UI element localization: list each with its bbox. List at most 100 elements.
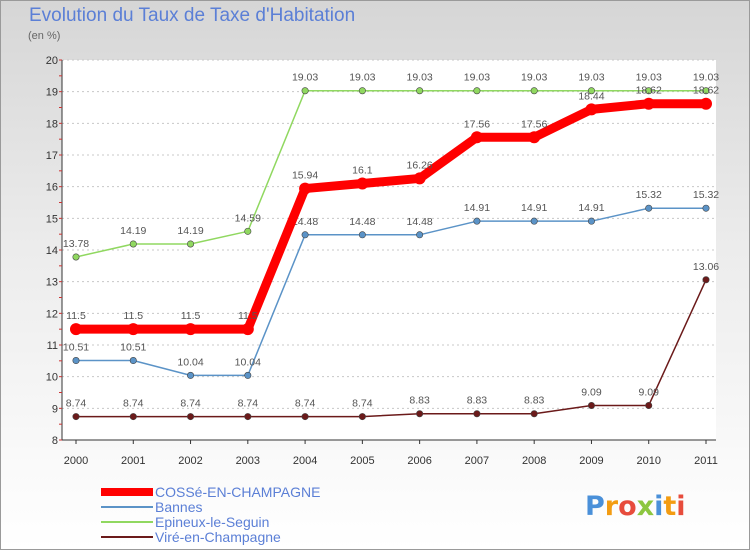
data-label: 9.09	[639, 386, 660, 398]
data-label: 19.03	[578, 72, 604, 84]
data-label: 8.74	[238, 398, 259, 410]
data-point	[356, 177, 369, 190]
data-label: 8.83	[467, 395, 488, 407]
series-line	[75, 89, 707, 258]
data-point	[530, 87, 538, 95]
data-point	[358, 87, 366, 95]
y-tick-label: 12	[46, 308, 58, 320]
data-label: 10.51	[63, 342, 89, 354]
data-label: 14.91	[578, 202, 604, 214]
data-point	[416, 87, 424, 95]
data-point	[473, 87, 481, 95]
data-label: 8.83	[409, 395, 430, 407]
y-tick-label: 17	[46, 150, 58, 162]
data-point	[413, 172, 426, 185]
data-label: 15.32	[636, 189, 662, 201]
y-tick-label: 10	[46, 372, 58, 384]
data-label: 8.74	[352, 398, 373, 410]
data-point	[187, 413, 195, 421]
y-tick-label: 14	[46, 245, 58, 257]
data-label: 16.26	[406, 159, 432, 171]
data-point	[187, 240, 195, 248]
data-label: 14.48	[349, 216, 375, 228]
y-tick-label: 16	[46, 182, 58, 194]
data-point	[187, 371, 195, 379]
legend-item: Epineux-le-Seguin	[101, 514, 421, 530]
legend-item: Viré-en-Champagne	[101, 529, 421, 545]
data-point	[416, 231, 424, 239]
data-point	[301, 87, 309, 95]
data-point	[301, 231, 309, 239]
data-label: 9.09	[581, 386, 602, 398]
y-tick-label: 18	[46, 118, 58, 130]
data-label: 10.04	[177, 356, 203, 368]
data-label: 19.03	[693, 72, 719, 84]
data-point	[530, 410, 538, 418]
data-label: 19.03	[349, 72, 375, 84]
data-point	[473, 217, 481, 225]
legend-label: Epineux-le-Seguin	[155, 514, 270, 530]
data-label: 19.03	[464, 72, 490, 84]
data-label: 8.83	[524, 395, 545, 407]
data-label: 14.59	[235, 212, 261, 224]
data-point	[470, 131, 483, 144]
data-point	[244, 371, 252, 379]
data-label: 15.32	[693, 189, 719, 201]
legend-item: COSSé-EN-CHAMPAGNE	[101, 484, 421, 500]
legend-item: Bannes	[101, 499, 421, 515]
data-point	[587, 217, 595, 225]
data-point	[416, 410, 424, 418]
data-label: 14.91	[521, 202, 547, 214]
y-tick-label: 9	[52, 403, 58, 415]
series-line	[75, 207, 707, 377]
data-point	[645, 204, 653, 212]
x-tick-label: 2005	[350, 455, 374, 467]
data-point	[129, 240, 137, 248]
data-label: 10.04	[235, 356, 261, 368]
data-point	[702, 204, 710, 212]
y-tick-label: 15	[46, 213, 58, 225]
data-point	[702, 87, 710, 95]
x-tick-label: 2004	[293, 455, 317, 467]
data-label: 18.62	[693, 85, 719, 97]
legend: COSSé-EN-CHAMPAGNE Bannes Epineux-le-Seg…	[101, 484, 421, 545]
data-point	[72, 357, 80, 365]
data-point	[645, 87, 653, 95]
data-label: 15.94	[292, 170, 318, 182]
data-point	[358, 231, 366, 239]
data-label: 14.19	[120, 225, 146, 237]
data-label: 11.5	[66, 310, 86, 322]
x-tick-label: 2010	[636, 455, 660, 467]
legend-label: Bannes	[155, 499, 203, 515]
x-tick-label: 2009	[579, 455, 603, 467]
data-point	[587, 87, 595, 95]
y-tick-label: 19	[46, 87, 58, 99]
legend-label: COSSé-EN-CHAMPAGNE	[155, 484, 321, 500]
data-point	[642, 97, 655, 110]
data-point	[70, 323, 82, 336]
y-tick-label: 13	[46, 277, 58, 289]
x-tick-label: 2007	[465, 455, 489, 467]
data-point	[700, 97, 712, 110]
data-point	[241, 323, 254, 336]
data-label: 13.78	[63, 238, 89, 250]
data-point	[129, 413, 137, 421]
data-label: 8.74	[180, 398, 201, 410]
data-label: 17.56	[464, 118, 490, 130]
data-label: 10.51	[120, 342, 146, 354]
data-point	[702, 276, 710, 284]
x-tick-label: 2011	[694, 455, 718, 467]
x-tick-label: 2003	[236, 455, 260, 467]
y-tick-label: 20	[46, 55, 58, 67]
data-label: 18.62	[636, 85, 662, 97]
data-point	[473, 410, 481, 418]
legend-swatch	[101, 488, 153, 496]
data-point	[244, 227, 252, 235]
data-point	[530, 217, 538, 225]
legend-swatch	[101, 521, 153, 523]
data-label: 19.03	[636, 72, 662, 84]
data-label: 11.5	[238, 310, 258, 322]
data-point	[184, 323, 197, 336]
